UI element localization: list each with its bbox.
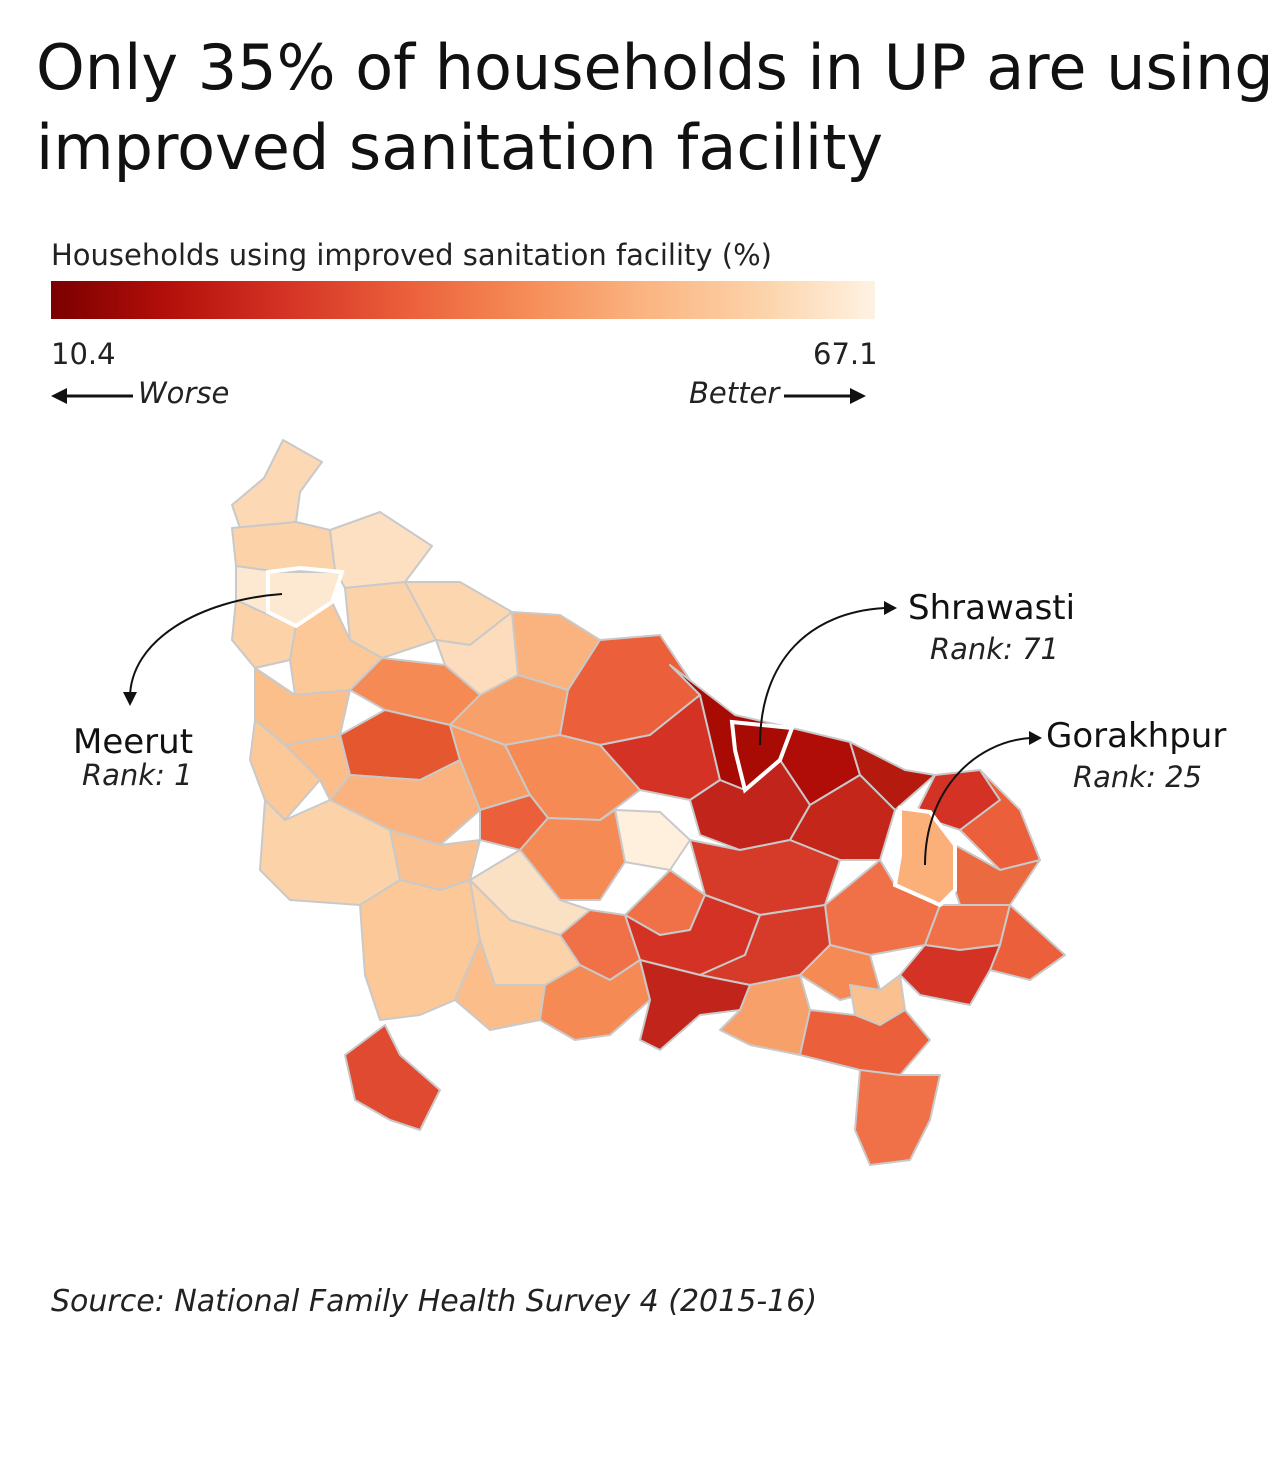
meerut-name: Meerut bbox=[73, 722, 194, 762]
district-saharanpur bbox=[231, 439, 323, 529]
gorakhpur-name: Gorakhpur bbox=[1046, 716, 1227, 756]
gorakhpur-arrow bbox=[924, 737, 1031, 866]
source-note: Source: National Family Health Survey 4 … bbox=[51, 1284, 818, 1319]
district-muzaffarnagar bbox=[231, 521, 336, 573]
shrawasti-arrow bbox=[759, 607, 886, 746]
worse-label: Worse bbox=[138, 376, 230, 410]
district-bijnor bbox=[329, 511, 433, 589]
chart-title: Only 35% of households in UP are using i… bbox=[36, 31, 1274, 184]
shrawasti-name: Shrawasti bbox=[908, 588, 1076, 628]
gorakhpur-highlight bbox=[892, 805, 957, 908]
shrawasti-rank: Rank: 71 bbox=[930, 632, 1059, 666]
meerut-arrow bbox=[129, 593, 283, 699]
right-arrow-icon bbox=[784, 388, 866, 404]
meerut-rank: Rank: 1 bbox=[82, 758, 193, 792]
gorakhpur-arrowhead-icon bbox=[1029, 731, 1042, 745]
gorakhpur-rank: Rank: 25 bbox=[1073, 760, 1202, 794]
legend-label: Households using improved sanitation fac… bbox=[51, 238, 772, 272]
legend-min-value: 10.4 bbox=[51, 337, 116, 371]
district-chandauli bbox=[799, 1009, 931, 1076]
legend-color-bar bbox=[51, 281, 875, 319]
legend-max-value: 67.1 bbox=[813, 337, 878, 371]
district-mau bbox=[924, 904, 1011, 951]
district-allahabad bbox=[639, 959, 751, 1051]
better-label: Better bbox=[689, 376, 780, 410]
district-siddharthnagar bbox=[849, 741, 936, 811]
left-arrow-icon bbox=[51, 388, 133, 404]
meerut-highlight bbox=[266, 565, 345, 629]
meerut-arrowhead-icon bbox=[123, 692, 137, 706]
up-district-map bbox=[123, 439, 1066, 1166]
shrawasti-arrowhead-icon bbox=[884, 601, 897, 615]
shrawasti-highlight bbox=[729, 719, 795, 794]
district-ghazipur bbox=[899, 944, 1001, 1006]
district-sonbhadra bbox=[854, 1069, 941, 1166]
district-unnao bbox=[519, 809, 626, 901]
district-lucknow bbox=[614, 809, 691, 871]
district-lalitpur bbox=[344, 1024, 441, 1131]
